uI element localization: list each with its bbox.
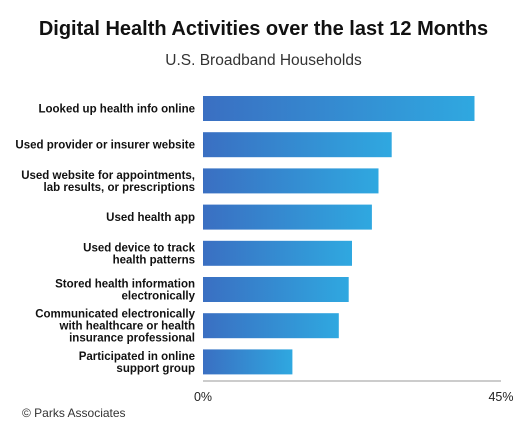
category-label-8: Participated in online support group [79,351,195,375]
category-label-3: Used website for appointments, lab result… [21,170,195,194]
x-tick-label-1: 0% [194,390,212,404]
category-label-1: Looked up health info online [38,104,195,116]
bar-4 [203,204,372,230]
bar-8 [203,349,293,375]
source-credit: © Parks Associates [22,406,126,420]
category-label-2: Used provider or insurer website [15,140,195,152]
bars-layer [203,96,475,375]
bar-2 [203,132,392,158]
category-label-4: Used health app [106,212,195,224]
bar-1 [203,96,475,121]
bar-6 [203,277,349,302]
chart-subtitle: U.S. Broadband Households [165,52,362,69]
category-label-6: Stored health information electronically [55,279,196,303]
bar-5 [203,240,352,266]
x-tick-labels-layer: 0% 45% [194,390,514,404]
bar-3 [203,168,379,194]
x-tick-label-2: 45% [488,390,513,404]
chart-title: Digital Health Activities over the last … [38,18,489,40]
category-label-7: Communicated electronically with healthca… [35,309,195,345]
category-labels-layer: Looked up health info online Used provide… [15,104,195,375]
bar-7 [203,313,339,339]
category-label-5: Used device to track health patterns [83,242,195,266]
